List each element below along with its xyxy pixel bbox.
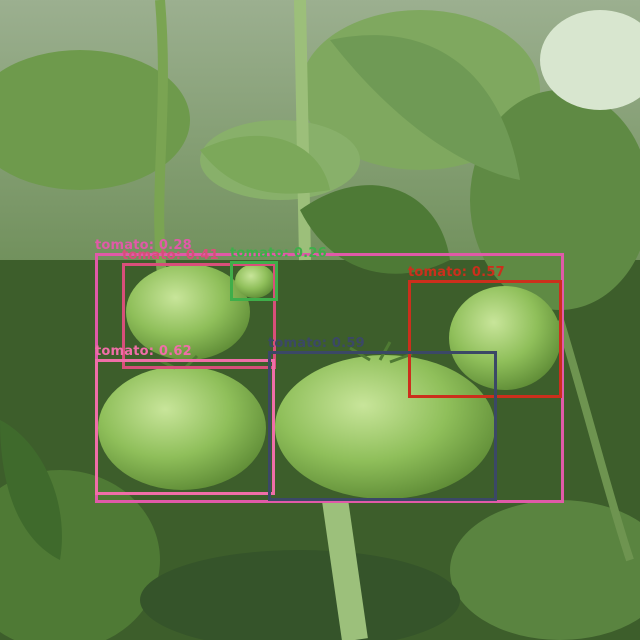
tomato-plant-photo — [0, 0, 640, 640]
detection-image: tomato: 0.28 tomato: 0.41 tomato: 0.26 t… — [0, 0, 640, 640]
